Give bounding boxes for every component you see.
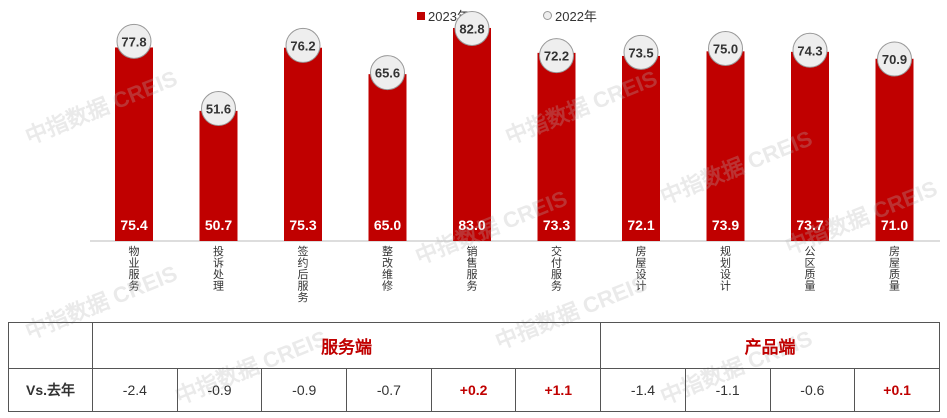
- category-tick-label: 交付服务: [551, 244, 562, 293]
- diff-cell: +0.1: [854, 368, 940, 412]
- row-label-vs: Vs.去年: [8, 368, 93, 412]
- category-tick-label: 销售服务: [467, 244, 478, 293]
- diff-cell: +0.2: [430, 368, 517, 412]
- marker-2022: [116, 23, 152, 59]
- marker-value-label-2022: 72.2: [544, 49, 569, 64]
- legend-swatch-circle: [543, 11, 552, 20]
- group-product-header: 产品端: [600, 322, 940, 369]
- bar-2023: [537, 52, 576, 241]
- marker-2022: [708, 31, 743, 66]
- marker-value-label-2022: 74.3: [797, 43, 822, 58]
- bar-value-label-2023: 73.3: [543, 217, 570, 233]
- category-tick-label: 投诉处理: [213, 244, 224, 293]
- bar-value-label-2023: 65.0: [374, 217, 401, 233]
- marker-2022: [201, 91, 236, 127]
- diff-cell: -0.9: [261, 368, 348, 412]
- diff-cell: -2.4: [92, 368, 178, 412]
- marker-value-label-2022: 73.5: [628, 45, 653, 60]
- marker-2022: [792, 32, 828, 68]
- diff-cell: +1.1: [515, 368, 602, 412]
- marker-2022: [285, 27, 321, 63]
- marker-2022: [370, 55, 405, 91]
- table-corner-cell: [8, 322, 93, 369]
- vs-last-year-table: 服务端 产品端 Vs.去年 -2.4 -0.9 -0.9 -0.7 +0.2 +…: [8, 322, 940, 412]
- bar-2023: [284, 47, 322, 242]
- bar-value-label-2023: 71.0: [881, 217, 908, 233]
- bar-value-label-2023: 73.7: [796, 217, 823, 233]
- marker-value-label-2022: 70.9: [882, 52, 907, 67]
- diff-cell: -0.6: [769, 368, 856, 412]
- bar-value-label-2023: 75.3: [289, 217, 316, 233]
- bar-chart: 75.4 77.8 物业服务 50.7 51.6 投诉处理 75.3 76.2 签约后服务 65.…: [90, 10, 940, 304]
- bar-2023: [706, 51, 745, 241]
- marker-2022: [623, 34, 659, 70]
- group-header-row: 服务端 产品端: [8, 322, 940, 369]
- category-tick-label: 规划设计: [720, 244, 731, 293]
- bar-value-label-2023: 73.9: [712, 217, 739, 233]
- legend-item-2022: 2022年: [543, 6, 597, 25]
- bar-2023: [453, 27, 491, 241]
- bar-value-label-2023: 72.1: [627, 217, 654, 233]
- bar-value-label-2023: 83.0: [458, 217, 485, 233]
- marker-value-label-2022: 65.6: [375, 66, 400, 81]
- category-tick-label: 整改维修: [382, 244, 393, 293]
- marker-2022: [454, 10, 490, 46]
- diff-row: Vs.去年 -2.4 -0.9 -0.9 -0.7 +0.2 +1.1 -1.4…: [8, 368, 940, 412]
- bar-2023: [791, 51, 829, 241]
- legend-label-2022: 2022年: [555, 9, 597, 24]
- category-tick-label: 公区质量: [805, 245, 816, 293]
- diff-cell: -0.7: [346, 368, 432, 412]
- bar-value-label-2023: 75.4: [120, 217, 147, 233]
- marker-2022: [877, 41, 912, 77]
- marker-value-label-2022: 77.8: [121, 34, 146, 49]
- marker-value-label-2022: 76.2: [290, 38, 315, 53]
- marker-2022: [539, 38, 574, 74]
- bar-2023: [115, 47, 153, 242]
- diff-cell: -0.9: [176, 368, 263, 412]
- bar-2023: [622, 55, 660, 242]
- diff-cell: -1.1: [684, 368, 771, 412]
- bar-2023: [199, 110, 238, 242]
- category-tick-label: 签约后服务: [298, 244, 309, 304]
- marker-value-label-2022: 51.6: [206, 102, 231, 117]
- bar-2023: [368, 74, 407, 242]
- category-tick-label: 房屋质量: [889, 245, 900, 293]
- legend-swatch-bar: [417, 11, 425, 20]
- bar-value-label-2023: 50.7: [205, 217, 232, 233]
- marker-value-label-2022: 82.8: [459, 21, 484, 36]
- category-tick-label: 物业服务: [129, 244, 140, 293]
- bar-2023: [875, 58, 914, 242]
- group-service-header: 服务端: [91, 322, 602, 369]
- category-tick-label: 房屋设计: [636, 245, 647, 293]
- diff-cell: -1.4: [600, 368, 686, 412]
- marker-value-label-2022: 75.0: [713, 42, 738, 57]
